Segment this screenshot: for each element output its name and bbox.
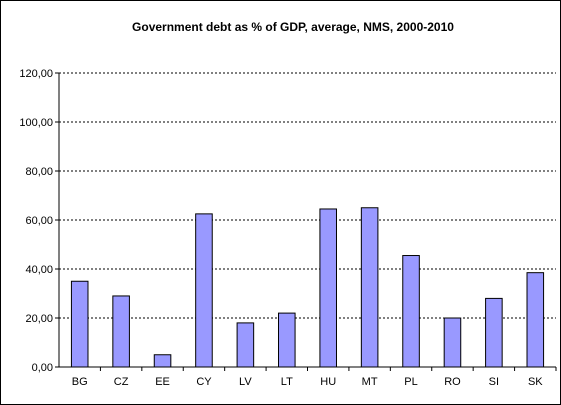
x-tick-label: HU: [320, 376, 336, 388]
x-tick-label: MT: [362, 376, 378, 388]
y-tick-label: 0,00: [32, 362, 53, 374]
bar-cy: [195, 213, 213, 368]
bar-bg: [70, 280, 89, 368]
bar-cz: [112, 295, 130, 368]
x-tick-labels: BG CZ EE CY LV LT HU MT PL RO SI SK: [72, 367, 557, 388]
x-tick-label: CY: [196, 376, 212, 388]
bar-hu: [319, 208, 337, 368]
chart-title: Government debt as % of GDP, average, NM…: [132, 20, 454, 34]
bar-lv: [236, 322, 255, 368]
y-tick-label: 20,00: [25, 313, 53, 325]
y-tick-label: 60,00: [25, 215, 53, 227]
bar-ee: [153, 354, 172, 368]
x-tick-label: EE: [155, 376, 170, 388]
bars: [70, 207, 545, 368]
x-tick-label: SI: [489, 376, 499, 388]
bar-pl: [402, 255, 420, 368]
y-tick-label: 100,00: [19, 117, 53, 129]
x-tick-label: BG: [72, 376, 88, 388]
x-tick-label: LV: [239, 376, 252, 388]
bar-si: [485, 297, 503, 368]
y-tick-label: 40,00: [25, 264, 53, 276]
y-tick-label: 80,00: [25, 166, 53, 178]
x-tick-label: LT: [281, 376, 293, 388]
x-tick-label: SK: [528, 376, 543, 388]
bar-sk: [526, 272, 545, 368]
bar-mt: [360, 207, 379, 368]
x-tick-label: CZ: [114, 376, 129, 388]
x-tick-label: RO: [444, 376, 461, 388]
x-tick-label: PL: [404, 376, 417, 388]
bar-lt: [278, 312, 296, 368]
grid-lines: [59, 72, 556, 319]
y-tick-label: 120,00: [19, 68, 53, 80]
y-tick-labels: 0,00 20,00 40,00 60,00 80,00 100,00 120,00: [19, 68, 59, 374]
bar-ro: [443, 317, 462, 368]
